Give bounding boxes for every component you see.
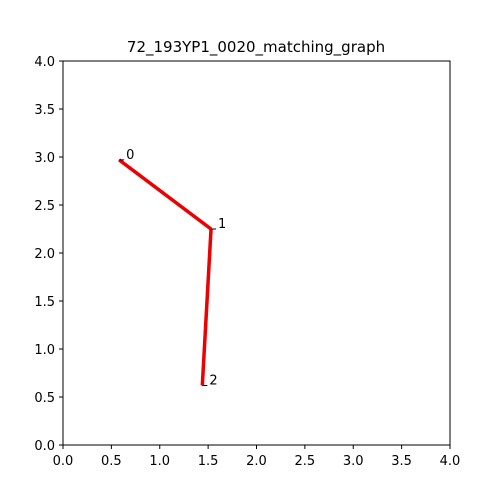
chart-title: 72_193YP1_0020_matching_graph [127,38,385,57]
y-tick-label: 1.0 [34,343,55,358]
node-label: 0 [126,148,134,163]
y-tick-label: 0.5 [34,391,55,406]
x-tick-label: 1.5 [198,454,219,469]
y-tick-label: 0.0 [34,439,55,454]
x-tick-label: 2.0 [246,454,267,469]
x-tick-label: 2.5 [295,454,316,469]
x-tick-label: 0.5 [101,454,122,469]
x-tick-label: 0.0 [53,454,74,469]
y-tick-label: 2.0 [34,247,55,262]
x-tick-label: 4.0 [440,454,461,469]
y-tick-label: 1.5 [34,295,55,310]
y-tick-label: 2.5 [34,199,55,214]
node-label: 2 [209,373,217,388]
y-axis: 0.0 0.5 1.0 1.5 2.0 2.5 3.0 3.5 4.0 [34,55,63,454]
x-tick-label: 3.5 [391,454,412,469]
plot-area: 0 1 2 [118,148,226,388]
y-tick-label: 3.5 [34,103,55,118]
x-tick-label: 1.0 [149,454,170,469]
axes-frame [62,60,451,446]
y-tick-label: 3.0 [34,151,55,166]
graph-edge [200,228,213,386]
graph-edge [118,158,213,231]
node-label: 1 [218,217,226,232]
y-tick-label: 4.0 [34,55,55,70]
x-tick-label: 3.0 [343,454,364,469]
x-axis: 0.0 0.5 1.0 1.5 2.0 2.5 3.0 3.5 4.0 [53,445,461,469]
